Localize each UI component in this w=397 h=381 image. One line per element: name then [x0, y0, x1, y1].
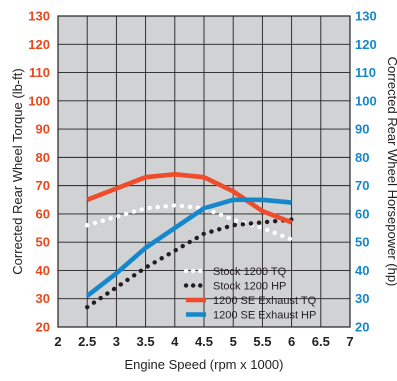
y-tick-label-left-9: 110 — [29, 65, 50, 80]
x-tick-label-6: 5 — [230, 334, 237, 349]
y-tick-label-right-2: 40 — [355, 263, 369, 278]
x-tick-label-1: 2.5 — [78, 334, 96, 349]
y-tick-label-right-11: 130 — [355, 9, 377, 24]
y-tick-label-right-4: 60 — [355, 206, 369, 221]
x-axis-title: Engine Speed (rpm x 1000) — [125, 357, 284, 372]
grid — [57, 15, 351, 328]
y-tick-label-right-7: 90 — [355, 122, 369, 137]
x-tick-label-7: 5.5 — [253, 334, 271, 349]
x-tick-label-2: 3 — [113, 334, 120, 349]
y-tick-label-right-6: 80 — [355, 150, 369, 165]
series-line-2 — [86, 172, 293, 225]
y-tick-label-left-7: 90 — [36, 122, 50, 137]
y-tick-label-right-3: 50 — [355, 235, 369, 250]
y-tick-label-left-0: 20 — [36, 320, 50, 335]
y-tick-label-right-10: 120 — [355, 37, 377, 52]
plot-border — [57, 15, 351, 328]
y-tick-label-right-0: 20 — [355, 320, 369, 335]
x-tick-label-10: 7 — [346, 334, 353, 349]
y-tick-label-right-1: 30 — [355, 291, 369, 306]
y-tick-label-left-8: 100 — [28, 93, 50, 108]
series-line-0 — [84, 203, 294, 242]
x-tick-label-3: 3.5 — [137, 334, 155, 349]
x-tick-label-0: 2 — [54, 334, 61, 349]
y-tick-label-right-9: 110 — [355, 65, 376, 80]
y-tick-label-left-11: 130 — [28, 9, 50, 24]
series-layer — [84, 172, 294, 310]
y-axis-title-left: Corrected Rear Wheel Torque (lb-ft) — [10, 68, 25, 274]
x-tick-label-8: 6 — [288, 334, 295, 349]
legend-label-3: 1200 SE Exhaust HP — [213, 310, 316, 322]
legend-label-0: Stock 1200 TQ — [213, 266, 287, 278]
legend-label-1: Stock 1200 HP — [213, 281, 286, 293]
y-tick-label-left-10: 120 — [28, 37, 50, 52]
y-tick-label-left-2: 40 — [36, 263, 50, 278]
y-tick-label-left-5: 70 — [36, 178, 50, 193]
x-tick-label-5: 4.5 — [195, 334, 213, 349]
x-tick-label-4: 4 — [171, 334, 179, 349]
legend: Stock 1200 TQ Stock 1200 HP 1200 SE Exhaus… — [183, 266, 317, 322]
axes: 20 30 40 50 60 70 80 90 100 110 120 130 20 30 40 50 60 70… — [28, 9, 376, 350]
y-tick-label-left-1: 30 — [36, 291, 50, 306]
y-axis-title-right: Corrected Rear Wheel Horsepower (hp) — [385, 57, 397, 287]
x-tick-label-9: 6.5 — [312, 334, 330, 349]
legend-label-2: 1200 SE Exhaust TQ — [213, 295, 317, 307]
y-tick-label-left-4: 60 — [36, 206, 50, 221]
series-line-3 — [85, 197, 292, 298]
series-line-1 — [84, 217, 294, 310]
y-tick-label-right-8: 100 — [355, 93, 377, 108]
y-tick-label-left-6: 80 — [36, 150, 50, 165]
y-tick-label-left-3: 50 — [36, 235, 50, 250]
y-tick-label-right-5: 70 — [355, 178, 369, 193]
